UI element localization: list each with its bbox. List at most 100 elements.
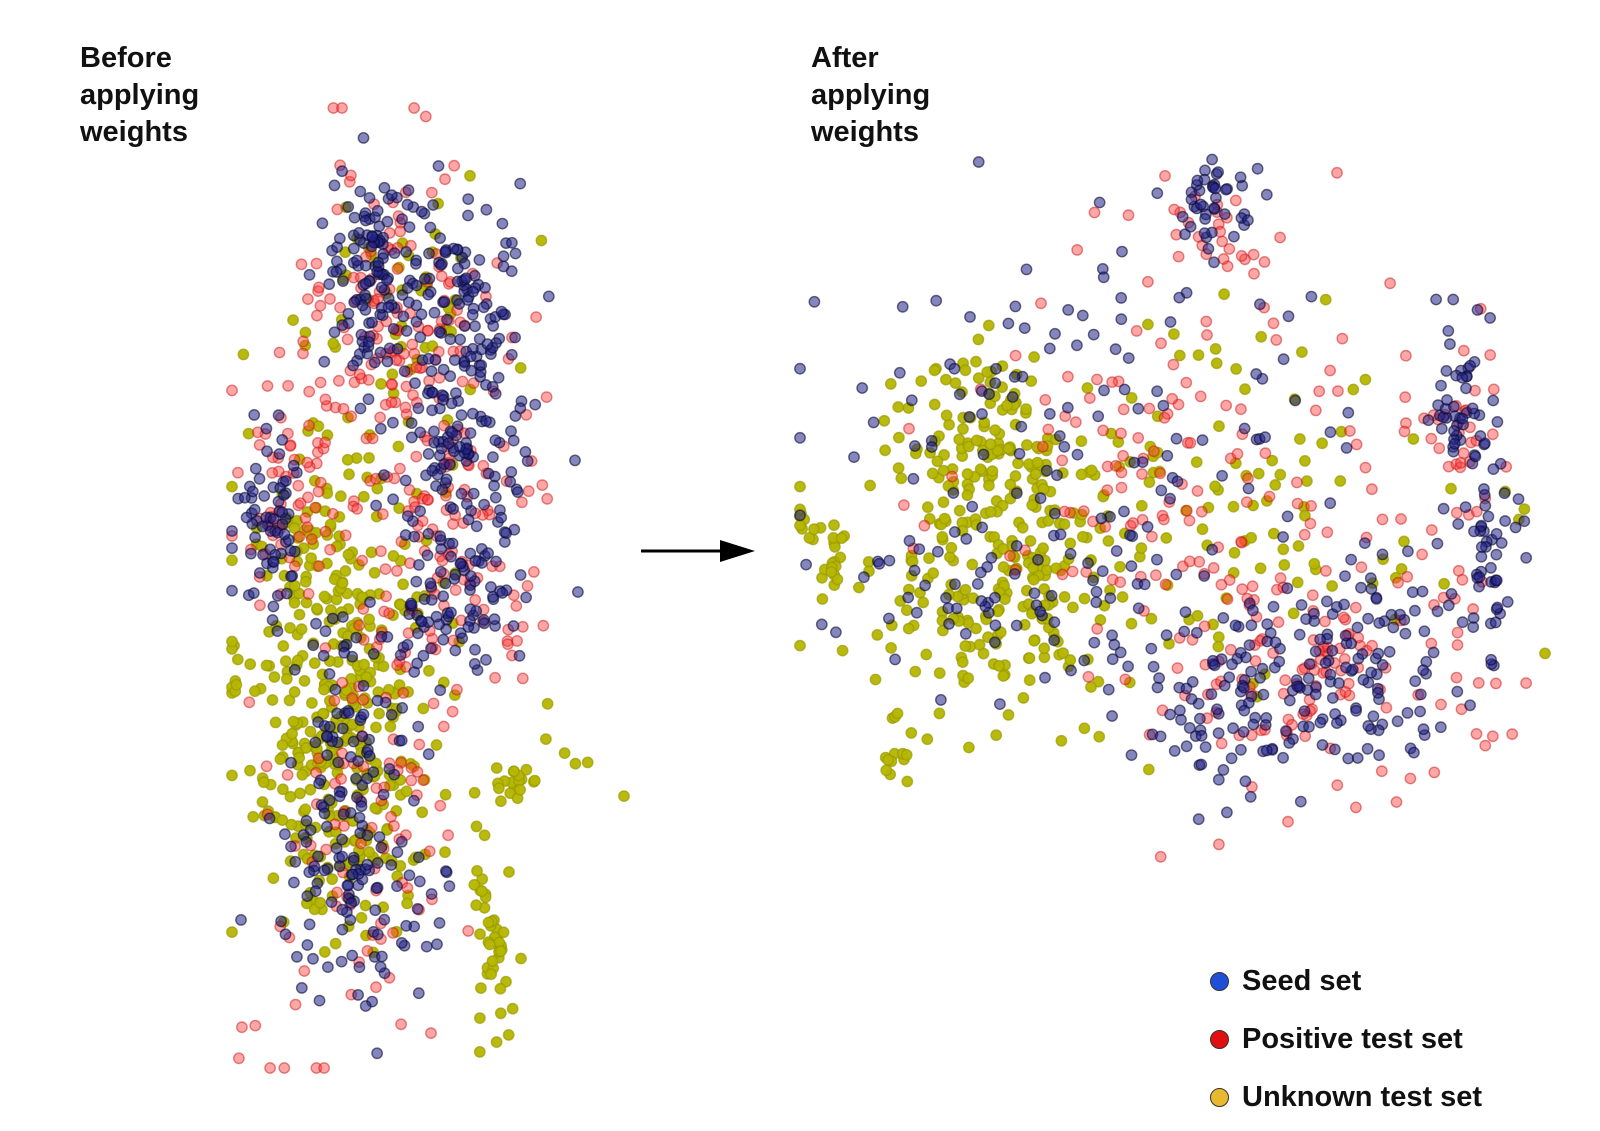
scatter-point [494,795,507,808]
scatter-point [300,742,312,754]
scatter-point [1372,647,1385,660]
scatter-point [1254,672,1267,684]
scatter-point [1518,503,1531,515]
scatter-point [1376,513,1389,526]
legend-item-seed: Seed set [1210,952,1482,1010]
scatter-point [348,211,361,224]
scatter-point [403,221,416,234]
scatter-point [474,982,487,994]
scatter-point [1375,765,1388,778]
scatter-point [1106,710,1119,722]
scatter-point [439,846,451,859]
legend-label: Seed set [1242,964,1362,997]
scatter-point [962,440,975,453]
scatter-point [490,1036,503,1049]
scatter-point [1122,660,1135,673]
scatter-point [864,479,876,492]
scatter-point [351,502,363,515]
scatter-point [397,310,410,323]
scatter-point [370,882,383,895]
scatter-point [1020,263,1033,276]
scatter-point [480,203,493,216]
scatter-point [1083,392,1096,404]
scatter-point [253,567,266,579]
scatter-point [401,510,414,522]
scatter-point [378,469,390,481]
scatter-point [454,333,466,346]
scatter-point [1245,531,1258,544]
scatter-point [1408,746,1420,759]
scatter-point [502,1029,515,1041]
scatter-point [1351,621,1364,634]
scatter-point [385,189,398,202]
scatter-point [337,808,350,821]
scatter-point [503,866,515,878]
scatter-point [853,581,865,594]
scatter-point [569,454,581,467]
scatter-point [467,487,480,500]
scatter-point [324,543,336,556]
scatter-point [1255,330,1268,343]
scatter-point [486,451,499,463]
scatter-point [490,762,503,774]
scatter-point [443,880,456,893]
scatter-point [321,487,334,500]
scatter-point [430,610,443,623]
scatter-point [412,402,425,415]
scatter-point [1486,730,1499,743]
scatter-point [1076,309,1089,322]
scatter-point [1447,293,1460,306]
scatter-point [1302,672,1315,685]
scatter-point [1021,439,1033,451]
scatter-point [258,490,271,502]
scatter-point [421,493,434,506]
scatter-point [342,200,355,213]
scatter-point [345,410,358,423]
scatter-point [1093,730,1106,743]
scatter-point [1336,332,1349,345]
scatter-point [388,247,401,260]
scatter-point [1414,705,1427,718]
scatter-point [1489,616,1502,629]
scatter-point [355,800,368,813]
scatter-point [1308,557,1321,570]
scatter-point [1200,315,1213,328]
scatter-point [1277,751,1290,764]
scatter-point [299,803,312,816]
scatter-point [997,543,1010,555]
scatter-point [540,391,553,403]
scatter-point [391,880,403,893]
scatter-point [232,1052,245,1065]
scatter-point [1117,449,1130,462]
scatter-point [1309,688,1322,701]
scatter-point [310,602,323,615]
scatter-point [1049,327,1061,340]
scatter-point [422,447,435,460]
scatter-point [1359,373,1372,386]
scatter-point [388,820,400,832]
scatter-point [1226,658,1238,671]
scatter-point [1183,555,1196,568]
scatter-point [297,347,309,360]
scatter-point [299,512,312,525]
scatter-point [456,375,469,388]
scatter-point [411,657,423,670]
scatter-point [1097,490,1110,503]
scatter-point [1064,537,1077,550]
legend-item-positive: Positive test set [1210,1010,1482,1068]
scatter-point [432,160,445,172]
scatter-point [1065,664,1077,677]
scatter-point [1278,559,1291,571]
scatter-point [1506,728,1519,740]
scatter-point [1071,243,1084,256]
scatter-point [900,749,913,761]
scatter-point [433,917,446,929]
scatter-point [1324,364,1337,377]
scatter-point [1048,634,1061,647]
scatter-point [883,612,895,625]
scatter-point [267,872,280,885]
scatter-point [1077,505,1090,517]
scatter-point [1090,596,1103,609]
scatter-point [794,362,806,375]
scatter-point [511,486,524,498]
